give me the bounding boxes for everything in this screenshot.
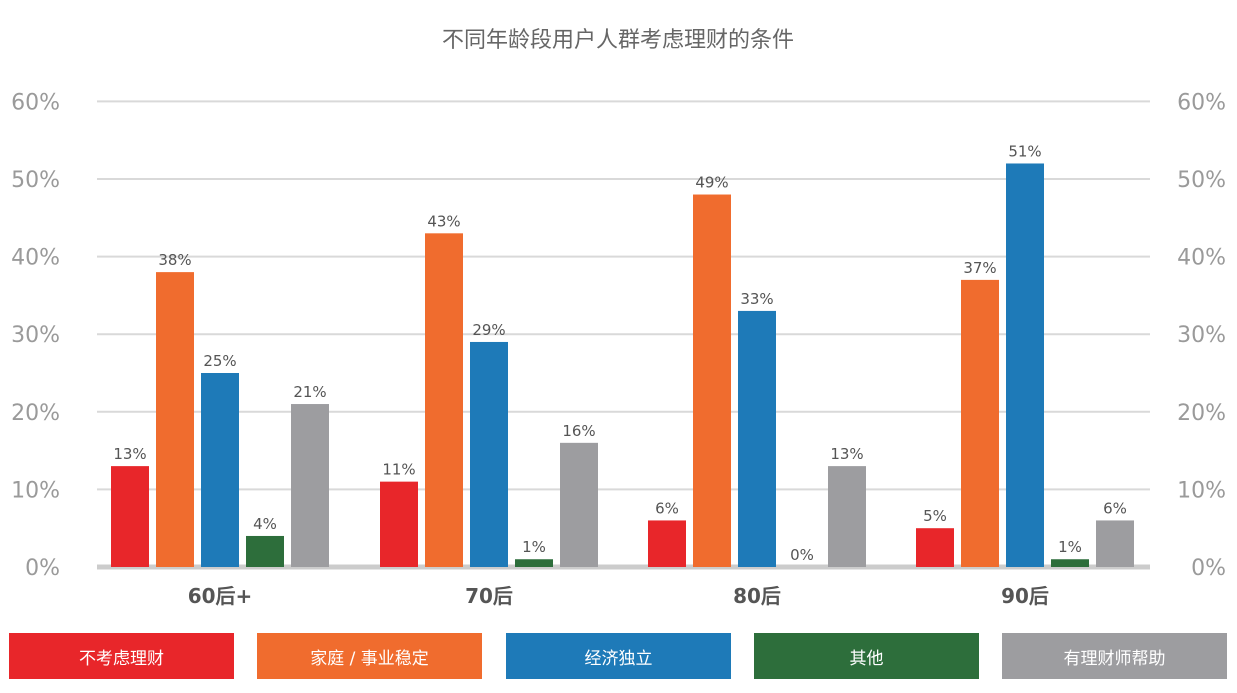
- bar: [1096, 520, 1134, 567]
- data-label: 21%: [293, 383, 326, 401]
- y-axis-left: 0% 10% 20% 30% 40% 50% 60%: [11, 90, 60, 581]
- data-label: 37%: [963, 259, 996, 277]
- legend-item: 家庭 / 事业稳定: [257, 633, 482, 679]
- legend-label: 家庭 / 事业稳定: [310, 648, 429, 669]
- bar: [156, 272, 194, 567]
- y-tick-label-left: 10%: [11, 478, 60, 503]
- data-label: 13%: [113, 445, 146, 463]
- legend-item: 经济独立: [506, 633, 731, 679]
- y-axis-right: 0% 10% 20% 30% 40% 50% 60%: [1177, 90, 1226, 581]
- y-tick-label-left: 50%: [11, 168, 60, 193]
- bar: [380, 481, 418, 567]
- data-label: 1%: [1058, 538, 1082, 556]
- y-tick-label-left: 20%: [11, 401, 60, 426]
- y-tick-label-left: 40%: [11, 246, 60, 271]
- data-label: 51%: [1008, 142, 1041, 160]
- legend-item: 不考虑理财: [9, 633, 234, 679]
- data-label: 11%: [382, 461, 415, 479]
- y-tick-label-right: 40%: [1177, 246, 1226, 271]
- bar-chart: 不同年龄段用户人群考虑理财的条件 0% 10% 20% 30% 40% 50% 60% 0%…: [11, 28, 1226, 608]
- legend: 不考虑理财 家庭 / 事业稳定 经济独立 其他 有理财师帮助: [0, 633, 1237, 679]
- y-tick-label-right: 10%: [1177, 478, 1226, 503]
- x-axis: 60后+ 70后 80后 90后: [188, 584, 1049, 608]
- y-tick-label-left: 0%: [25, 556, 60, 581]
- x-tick-label: 60后+: [188, 584, 253, 608]
- bar: [738, 310, 776, 567]
- data-label: 29%: [472, 321, 505, 339]
- legend-label: 不考虑理财: [79, 648, 164, 669]
- y-tick-label-right: 30%: [1177, 323, 1226, 348]
- bar: [560, 442, 598, 567]
- legend-label: 经济独立: [584, 648, 653, 669]
- x-tick-label: 70后: [465, 584, 513, 608]
- y-tick-label-left: 60%: [11, 90, 60, 115]
- data-label: 4%: [253, 515, 277, 533]
- bar: [648, 520, 686, 567]
- y-tick-label-left: 30%: [11, 323, 60, 348]
- chart-title: 不同年龄段用户人群考虑理财的条件: [442, 28, 794, 53]
- bar: [693, 194, 731, 567]
- y-tick-label-right: 0%: [1191, 556, 1226, 581]
- data-label: 1%: [522, 538, 546, 556]
- data-label: 25%: [203, 352, 236, 370]
- data-label: 16%: [562, 422, 595, 440]
- y-tick-label-right: 20%: [1177, 401, 1226, 426]
- data-label: 6%: [655, 499, 679, 517]
- y-tick-label-right: 50%: [1177, 168, 1226, 193]
- bar: [246, 535, 284, 567]
- bar: [961, 279, 999, 567]
- y-tick-label-right: 60%: [1177, 90, 1226, 115]
- data-label: 43%: [427, 212, 460, 230]
- bar: [828, 466, 866, 567]
- bar: [201, 373, 239, 567]
- data-label: 38%: [158, 251, 191, 269]
- bars: 13% 38% 25% 4% 21% 11% 43% 29% 1% 16% 6% 49% 33% 0% 13…: [111, 142, 1134, 568]
- bar: [111, 466, 149, 567]
- bar: [1006, 163, 1044, 568]
- data-label: 13%: [830, 445, 863, 463]
- bar: [470, 341, 508, 567]
- data-label: 49%: [695, 174, 728, 192]
- data-label: 0%: [790, 546, 814, 564]
- legend-label: 其他: [849, 648, 884, 669]
- data-label: 6%: [1103, 499, 1127, 517]
- bar: [515, 559, 553, 567]
- data-label: 5%: [923, 507, 947, 525]
- bar: [291, 404, 329, 567]
- x-tick-label: 90后: [1001, 584, 1049, 608]
- legend-item: 有理财师帮助: [1002, 633, 1227, 679]
- bar: [1051, 559, 1089, 567]
- x-tick-label: 80后: [733, 584, 781, 608]
- bar: [425, 233, 463, 567]
- data-label: 33%: [740, 290, 773, 308]
- legend-item: 其他: [754, 633, 979, 679]
- bar: [916, 528, 954, 567]
- legend-label: 有理财师帮助: [1063, 648, 1166, 669]
